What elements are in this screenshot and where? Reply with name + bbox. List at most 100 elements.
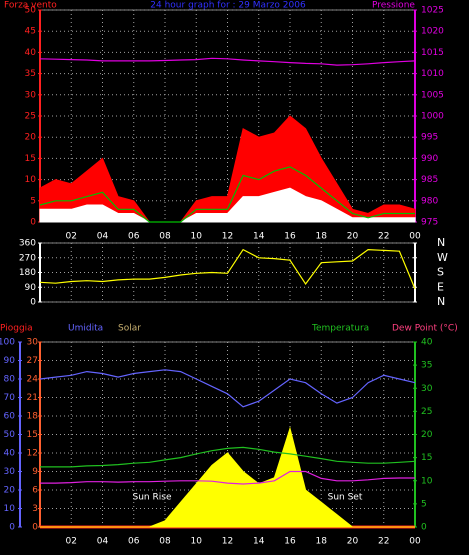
wind-label: Forza vento [4,1,57,11]
x-tick-label: 16 [284,537,296,547]
series-area [39,187,416,223]
y-tick-label: 90 [25,283,37,293]
y-tick-label: 0 [30,218,36,228]
y-tick-label: S [437,266,444,279]
y-tick-label: 9 [32,467,38,477]
y-tick-label: W [437,251,448,264]
x-tick-label: 10 [191,537,203,547]
humidity-label: Umidita [68,324,103,334]
series-line [39,57,416,66]
y-tick-label: 0 [30,298,36,308]
y-tick-label: 6 [32,486,38,496]
y-tick-label: 50 [25,6,37,16]
x-tick-label: 06 [128,537,140,547]
y-tick-label: 20 [421,430,433,440]
x-tick-label: 04 [97,537,109,547]
y-tick-label: 20 [25,133,37,143]
x-tick-label: 20 [347,232,359,242]
y-tick-label: 35 [25,69,36,79]
y-tick-label: 35 [421,361,432,371]
y-tick-label: 40 [421,338,433,348]
y-tick-label: 24 [27,375,39,385]
y-tick-label: 0 [421,523,427,533]
x-tick-label: 08 [159,537,171,547]
y-tick-label: 30 [421,384,433,394]
pressure-label: Pressione [372,1,415,11]
y-tick-label: 1020 [421,27,444,37]
y-tick-label: 27 [27,356,38,366]
x-tick-label: 00 [409,232,421,242]
y-tick-label: 20 [4,486,16,496]
dewpoint-label: Dew Point (°C) [392,324,458,334]
y-tick-label: 995 [421,133,438,143]
rain-label: Pioggia [0,324,33,334]
series-line [39,248,416,290]
y-tick-label: 100 [0,338,15,348]
series-area [39,115,416,223]
y-tick-label: 985 [421,175,438,185]
annotation: Sun Rise [133,493,172,503]
y-tick-label: 15 [421,453,432,463]
x-tick-label: 22 [378,232,389,242]
y-tick-label: 270 [19,253,36,263]
x-tick-label: 10 [191,232,203,242]
y-tick-label: 90 [4,356,16,366]
annotation: Sun Set [328,493,363,503]
x-tick-label: 14 [253,537,265,547]
y-tick-label: 10 [25,175,37,185]
y-tick-label: 15 [27,430,38,440]
y-tick-label: 0 [9,523,15,533]
y-tick-label: 0 [32,523,38,533]
y-tick-label: 360 [19,239,36,249]
x-tick-label: 04 [97,232,109,242]
y-tick-label: 975 [421,218,438,228]
y-tick-label: 45 [25,27,36,37]
x-tick-label: 18 [316,232,328,242]
y-tick-label: 30 [25,90,37,100]
x-tick-label: 02 [66,232,77,242]
y-tick-label: 180 [19,268,36,278]
y-tick-label: 1010 [421,69,444,79]
x-tick-label: 00 [409,537,421,547]
y-tick-label: 30 [4,467,16,477]
y-tick-label: E [437,280,444,293]
y-tick-label: 10 [4,504,16,514]
x-tick-label: 06 [128,232,140,242]
solar-label: Solar [118,324,141,334]
y-tick-label: 70 [4,393,16,403]
x-tick-label: 02 [66,537,77,547]
series-area [40,426,415,528]
y-tick-label: 10 [421,476,433,486]
y-tick-label: 15 [25,154,36,164]
x-tick-label: 12 [222,537,233,547]
y-tick-label: 990 [421,154,438,164]
series-line [39,369,416,408]
y-tick-label: 1000 [421,112,444,122]
y-tick-label: 40 [25,48,37,58]
y-tick-label: 21 [27,393,38,403]
x-tick-label: 18 [316,537,328,547]
y-tick-label: 5 [421,499,427,509]
y-tick-label: 1005 [421,90,444,100]
x-tick-label: 16 [284,232,296,242]
y-tick-label: 50 [4,430,16,440]
chart-title: 24 hour graph for : 29 Marzo 2006 [150,1,306,11]
x-tick-label: 08 [159,232,171,242]
y-tick-label: 1025 [421,6,444,16]
y-tick-label: 18 [27,412,39,422]
y-tick-label: 60 [4,412,16,422]
y-tick-label: 25 [25,112,36,122]
series-line [40,446,416,468]
y-tick-label: 30 [27,338,39,348]
y-tick-label: 12 [27,449,38,459]
y-tick-label: 25 [421,407,432,417]
y-tick-label: N [437,236,445,249]
y-tick-label: 3 [32,504,38,514]
y-tick-label: 80 [4,375,16,385]
x-tick-label: 12 [222,232,233,242]
temperature-label: Temperatura [311,324,369,334]
y-tick-label: N [437,295,445,308]
x-tick-label: 20 [347,537,359,547]
y-tick-label: 5 [30,196,36,206]
